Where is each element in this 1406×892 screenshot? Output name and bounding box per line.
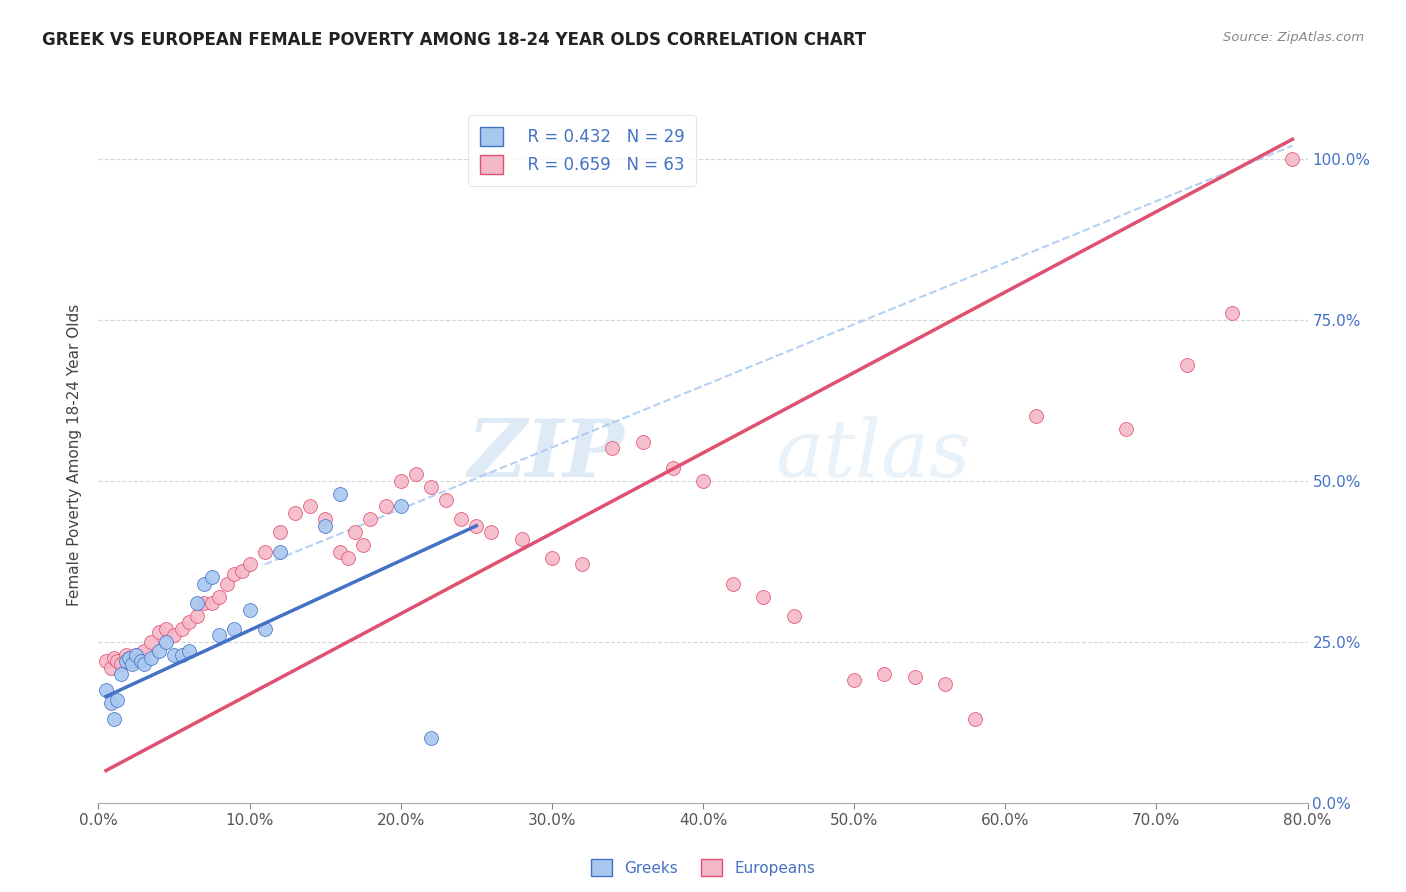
Point [100, 660, 122, 674]
Point [1220, 306, 1243, 320]
Point [239, 602, 262, 616]
Point [723, 576, 745, 591]
Point [844, 673, 866, 688]
Text: GREEK VS EUROPEAN FEMALE POVERTY AMONG 18-24 YEAR OLDS CORRELATION CHART: GREEK VS EUROPEAN FEMALE POVERTY AMONG 1… [42, 31, 866, 49]
Point [284, 506, 307, 520]
Point [269, 525, 291, 540]
Point [155, 634, 177, 648]
Point [631, 435, 654, 450]
Point [129, 654, 152, 668]
Point [1175, 358, 1198, 372]
Legend: Greeks, Europeans: Greeks, Europeans [582, 850, 824, 886]
Point [1024, 409, 1046, 424]
Point [193, 596, 215, 610]
Point [129, 651, 152, 665]
Point [170, 622, 193, 636]
Point [94, 654, 117, 668]
Point [170, 648, 193, 662]
Point [110, 667, 132, 681]
Point [201, 570, 224, 584]
Point [103, 651, 125, 665]
Point [344, 525, 367, 540]
Point [186, 596, 208, 610]
Point [420, 480, 443, 494]
Point [215, 576, 238, 591]
Point [253, 544, 276, 558]
Point [201, 596, 224, 610]
Point [208, 628, 231, 642]
Point [571, 558, 593, 572]
Point [299, 500, 322, 514]
Point [434, 493, 457, 508]
Point [329, 544, 352, 558]
Point [405, 467, 427, 482]
Point [904, 670, 927, 684]
Point [132, 644, 155, 658]
Point [352, 538, 374, 552]
Point [389, 500, 412, 514]
Point [360, 512, 382, 526]
Point [118, 651, 141, 665]
Text: ZIP: ZIP [468, 417, 624, 493]
Point [224, 567, 246, 582]
Point [208, 590, 231, 604]
Point [114, 654, 136, 668]
Point [873, 667, 896, 681]
Point [1115, 422, 1137, 436]
Point [692, 474, 714, 488]
Point [100, 696, 122, 710]
Point [118, 651, 141, 665]
Point [253, 622, 276, 636]
Point [179, 644, 201, 658]
Point [125, 648, 148, 662]
Point [148, 644, 170, 658]
Point [163, 648, 186, 662]
Point [141, 651, 163, 665]
Point [186, 609, 208, 624]
Point [163, 628, 186, 642]
Point [125, 648, 148, 662]
Point [481, 525, 503, 540]
Point [105, 692, 128, 706]
Point [141, 634, 163, 648]
Point [121, 657, 143, 672]
Point [94, 683, 117, 698]
Point [965, 712, 987, 726]
Point [752, 590, 775, 604]
Point [934, 676, 956, 690]
Point [103, 712, 125, 726]
Point [329, 486, 352, 500]
Text: atlas: atlas [776, 417, 972, 493]
Point [193, 576, 215, 591]
Point [148, 625, 170, 640]
Point [239, 558, 262, 572]
Point [105, 654, 128, 668]
Point [450, 512, 472, 526]
Point [602, 442, 624, 456]
Point [179, 615, 201, 630]
Point [155, 622, 177, 636]
Point [269, 544, 291, 558]
Point [336, 551, 359, 566]
Point [231, 564, 253, 578]
Point [110, 657, 132, 672]
Point [1281, 152, 1303, 166]
Point [121, 654, 143, 668]
Point [314, 518, 336, 533]
Point [510, 532, 533, 546]
Text: Source: ZipAtlas.com: Source: ZipAtlas.com [1223, 31, 1364, 45]
Point [132, 657, 155, 672]
Point [224, 622, 246, 636]
Y-axis label: Female Poverty Among 18-24 Year Olds: Female Poverty Among 18-24 Year Olds [67, 304, 83, 606]
Point [465, 518, 488, 533]
Point [783, 609, 806, 624]
Point [540, 551, 562, 566]
Point [420, 731, 443, 746]
Point [374, 500, 396, 514]
Point [314, 512, 336, 526]
Point [662, 460, 685, 475]
Point [114, 648, 136, 662]
Point [389, 474, 412, 488]
